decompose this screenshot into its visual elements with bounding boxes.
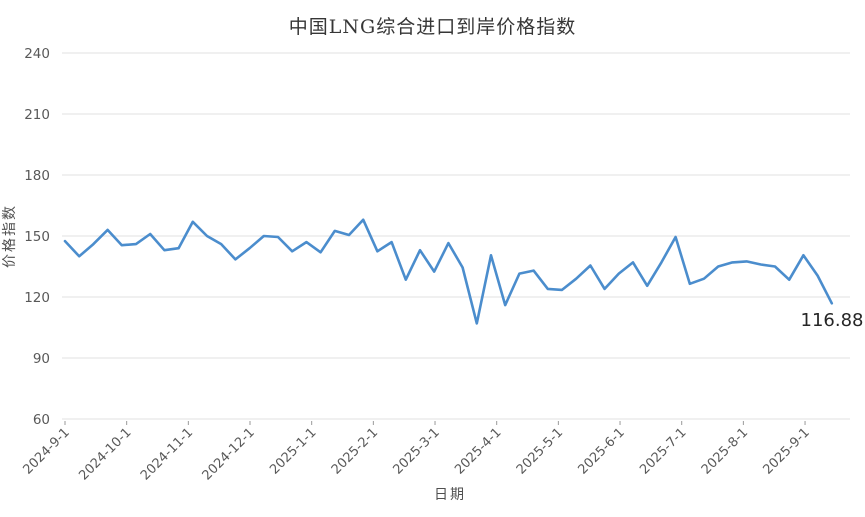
x-tick-label-2025-1-1: 2025-1-1 xyxy=(267,425,319,477)
x-tick-label-2024-12-1: 2024-12-1 xyxy=(200,425,258,483)
x-tick-label-2025-2-1: 2025-2-1 xyxy=(329,425,381,477)
y-tick-label-180: 180 xyxy=(24,168,50,184)
x-tick-label-2025-8-1: 2025-8-1 xyxy=(699,425,751,477)
last-value-annotation: 116.88 xyxy=(800,310,864,331)
x-axis-title: 日期 xyxy=(434,487,466,503)
x-tick-label-2025-5-1: 2025-5-1 xyxy=(514,425,566,477)
x-tick-label-2025-7-1: 2025-7-1 xyxy=(637,425,689,477)
x-tick-label-2024-11-1: 2024-11-1 xyxy=(138,425,196,483)
y-tick-label-240: 240 xyxy=(24,46,50,62)
x-tick-label-2024-10-1: 2024-10-1 xyxy=(76,425,134,483)
y-tick-label-210: 210 xyxy=(24,107,50,123)
y-tick-label-120: 120 xyxy=(24,290,50,306)
x-tick-label-2025-3-1: 2025-3-1 xyxy=(391,425,443,477)
chart-title: 中国LNG综合进口到岸价格指数 xyxy=(288,16,577,38)
y-tick-label-150: 150 xyxy=(24,229,50,245)
x-tick-label-2024-9-1: 2024-9-1 xyxy=(20,425,72,477)
price-index-line-series xyxy=(63,218,834,325)
x-tick-label-2025-6-1: 2025-6-1 xyxy=(576,425,628,477)
y-axis-title: 价格指数 xyxy=(2,204,18,268)
y-tick-label-60: 60 xyxy=(33,412,50,428)
x-tick-label-2025-4-1: 2025-4-1 xyxy=(452,425,504,477)
y-tick-label-90: 90 xyxy=(33,351,50,367)
x-tick-label-2025-9-1: 2025-9-1 xyxy=(761,425,813,477)
